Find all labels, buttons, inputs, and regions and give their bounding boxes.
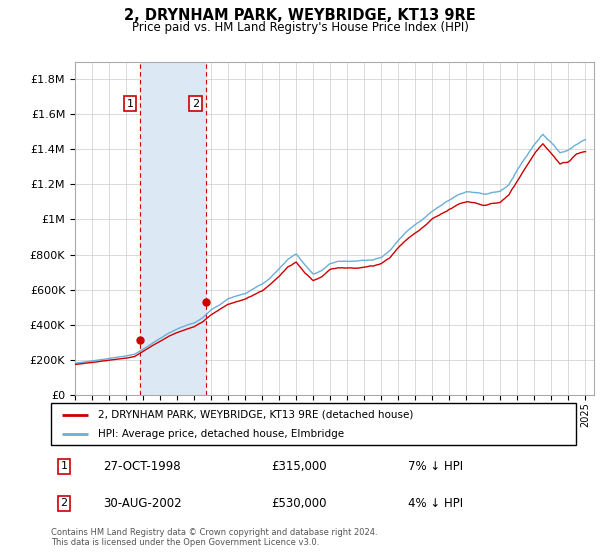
Text: 27-OCT-1998: 27-OCT-1998 xyxy=(104,460,181,473)
Text: £315,000: £315,000 xyxy=(271,460,327,473)
Text: 2: 2 xyxy=(61,498,68,508)
Text: 30-AUG-2002: 30-AUG-2002 xyxy=(104,497,182,510)
Text: Price paid vs. HM Land Registry's House Price Index (HPI): Price paid vs. HM Land Registry's House … xyxy=(131,21,469,34)
Text: Contains HM Land Registry data © Crown copyright and database right 2024.
This d: Contains HM Land Registry data © Crown c… xyxy=(51,528,377,547)
Text: 4% ↓ HPI: 4% ↓ HPI xyxy=(408,497,463,510)
Bar xyxy=(140,62,206,395)
Text: HPI: Average price, detached house, Elmbridge: HPI: Average price, detached house, Elmb… xyxy=(98,429,344,439)
Text: 2, DRYNHAM PARK, WEYBRIDGE, KT13 9RE (detached house): 2, DRYNHAM PARK, WEYBRIDGE, KT13 9RE (de… xyxy=(98,409,413,419)
Text: 1: 1 xyxy=(127,99,133,109)
Text: 2, DRYNHAM PARK, WEYBRIDGE, KT13 9RE: 2, DRYNHAM PARK, WEYBRIDGE, KT13 9RE xyxy=(124,8,476,24)
Text: 7% ↓ HPI: 7% ↓ HPI xyxy=(408,460,463,473)
Text: 2: 2 xyxy=(192,99,199,109)
Text: 1: 1 xyxy=(61,461,68,471)
Text: £530,000: £530,000 xyxy=(271,497,327,510)
